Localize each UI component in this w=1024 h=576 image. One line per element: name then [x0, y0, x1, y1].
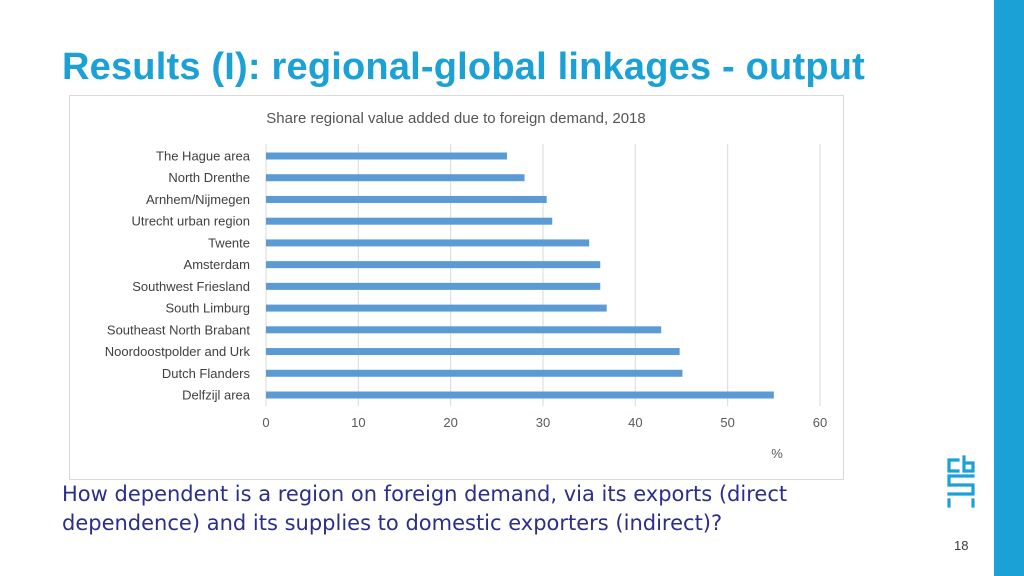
page-number: 18: [954, 538, 969, 553]
chart-frame: Share regional value added due to foreig…: [69, 95, 844, 480]
category-label: Delfzijl area: [182, 388, 251, 403]
slide-title: Results (I): regional-global linkages - …: [62, 46, 866, 88]
bar: [266, 174, 525, 182]
category-label: Utrecht urban region: [131, 214, 250, 229]
bar: [266, 282, 601, 290]
bar: [266, 326, 662, 334]
category-label: South Limburg: [165, 301, 250, 316]
slide-subtitle: How dependent is a region on foreign dem…: [62, 482, 788, 535]
bar: [266, 348, 680, 356]
x-tick-label: 40: [628, 415, 642, 430]
bar: [266, 239, 590, 247]
category-label: The Hague area: [156, 149, 251, 164]
bar: [266, 261, 601, 269]
bar-chart: Share regional value added due to foreig…: [105, 110, 827, 461]
chart-title: Share regional value added due to foreig…: [266, 110, 645, 127]
bar: [266, 304, 607, 312]
bar: [266, 152, 507, 160]
x-axis-label: %: [771, 446, 783, 461]
category-label: Southeast North Brabant: [107, 322, 250, 337]
category-label: Arnhem/Nijmegen: [146, 192, 250, 207]
bar: [266, 195, 547, 203]
category-label: Noordoostpolder and Urk: [105, 344, 251, 359]
x-tick-label: 30: [536, 415, 550, 430]
x-tick-label: 0: [262, 415, 269, 430]
accent-bar: [994, 0, 1024, 576]
x-tick-label: 20: [443, 415, 457, 430]
x-tick-label: 50: [720, 415, 734, 430]
category-label: North Drenthe: [168, 170, 250, 185]
category-label: Twente: [208, 235, 250, 250]
bar: [266, 369, 683, 377]
category-label: Amsterdam: [184, 257, 250, 272]
x-tick-label: 60: [813, 415, 827, 430]
category-label: Southwest Friesland: [132, 279, 250, 294]
category-label: Dutch Flanders: [162, 366, 251, 381]
bar: [266, 217, 553, 225]
cbs-logo-icon: [947, 455, 975, 508]
bar: [266, 391, 774, 399]
x-tick-label: 10: [351, 415, 365, 430]
